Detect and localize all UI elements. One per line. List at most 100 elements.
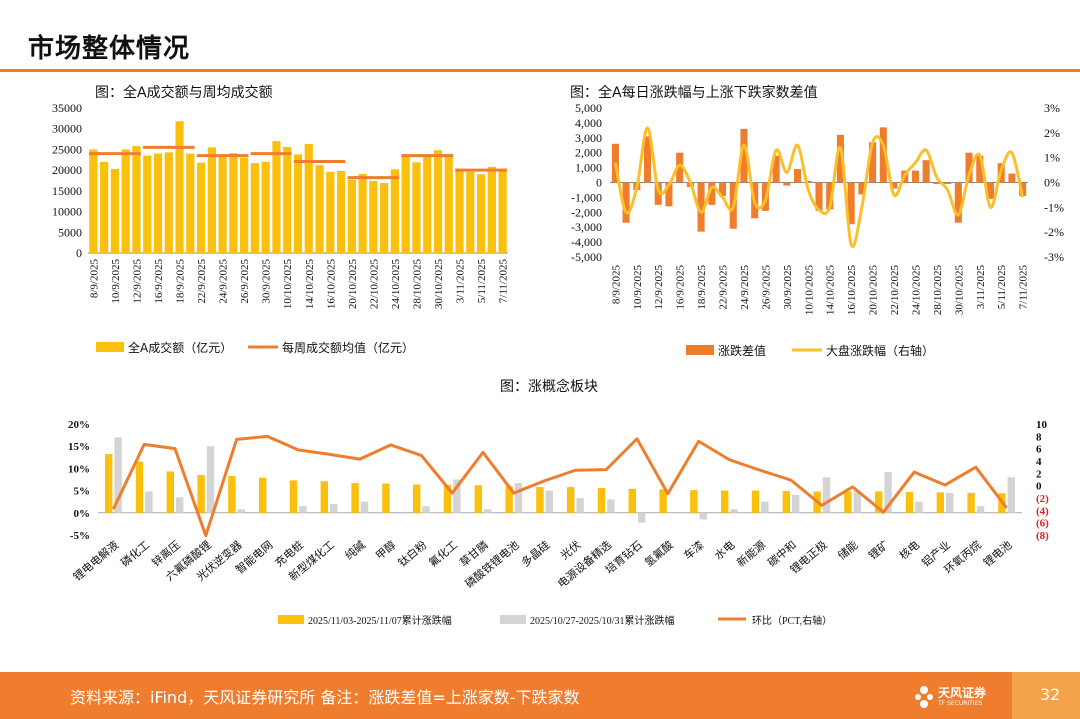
x-tick-label: 20/10/2025 bbox=[868, 265, 880, 316]
turnover-bar bbox=[358, 173, 367, 253]
turnover-bar bbox=[336, 170, 346, 253]
x-tick-label: 24/9/2025 bbox=[218, 259, 230, 304]
current-week-bar bbox=[751, 490, 760, 513]
prior-week-bar bbox=[976, 506, 985, 513]
y-tick-label: -1,000 bbox=[571, 190, 602, 204]
y-tick-label: 35000 bbox=[52, 101, 82, 115]
sector-label: 甲醇 bbox=[373, 538, 399, 563]
current-week-bar bbox=[382, 483, 390, 513]
x-tick-label: 10/10/2025 bbox=[282, 259, 294, 310]
breadth-bar bbox=[697, 182, 705, 232]
prior-week-bar bbox=[145, 491, 153, 513]
x-tick-label: 24/9/2025 bbox=[739, 265, 751, 310]
y-tick-label: 20% bbox=[68, 419, 90, 431]
y-tick-label: 0% bbox=[74, 508, 91, 520]
prior-week-bar bbox=[237, 509, 245, 513]
current-week-bar bbox=[905, 491, 914, 513]
sector-label: 光伏 bbox=[557, 538, 583, 563]
y2-tick-label: 6 bbox=[1036, 444, 1042, 456]
turnover-bar bbox=[175, 121, 184, 253]
legend-label: 全A成交额（亿元） bbox=[128, 340, 232, 355]
y2-tick-label: -2% bbox=[1044, 225, 1064, 239]
turnover-bar bbox=[272, 141, 281, 253]
page-number: 32 bbox=[1040, 685, 1061, 704]
turnover-bar bbox=[283, 146, 292, 253]
y2-tick-label: -3% bbox=[1044, 250, 1064, 264]
current-week-bar bbox=[443, 484, 452, 513]
y-tick-label: 2,000 bbox=[575, 146, 602, 160]
current-week-bar bbox=[474, 485, 482, 513]
prior-week-bar bbox=[330, 503, 338, 513]
page-title: 市场整体情况 bbox=[28, 34, 191, 64]
turnover-bar bbox=[250, 163, 260, 253]
breadth-bar bbox=[976, 155, 984, 183]
x-tick-label: 3/11/2025 bbox=[455, 259, 467, 304]
prior-week-bar bbox=[1007, 477, 1015, 513]
current-week-bar bbox=[505, 486, 513, 513]
sector-label: 多晶硅 bbox=[518, 538, 552, 570]
breadth-bar bbox=[772, 155, 780, 183]
turnover-bar bbox=[315, 165, 324, 253]
y-tick-label: 5000 bbox=[58, 225, 82, 239]
y-tick-label: 15000 bbox=[52, 184, 82, 198]
current-week-bar bbox=[135, 461, 144, 513]
x-tick-label: 12/9/2025 bbox=[653, 265, 665, 310]
current-week-bar bbox=[567, 487, 575, 513]
turnover-bar bbox=[240, 157, 249, 253]
breadth-bar bbox=[911, 170, 919, 183]
turnover-bar bbox=[326, 171, 335, 253]
prior-week-bar bbox=[822, 477, 831, 513]
prior-week-bar bbox=[638, 512, 646, 523]
breadth-bar bbox=[826, 182, 834, 210]
y2-tick-label: (4) bbox=[1036, 505, 1049, 517]
x-tick-label: 10/10/2025 bbox=[803, 265, 815, 316]
sector-label: 锂电电解液 bbox=[70, 538, 121, 584]
current-week-bar bbox=[536, 487, 544, 513]
turnover-bar bbox=[229, 153, 238, 253]
x-tick-label: 22/10/2025 bbox=[368, 259, 380, 310]
x-tick-label: 16/10/2025 bbox=[846, 265, 858, 316]
y-tick-label: 20000 bbox=[52, 163, 82, 177]
prior-week-bar bbox=[484, 509, 492, 513]
prior-week-bar bbox=[915, 501, 923, 513]
prior-week-bar bbox=[114, 437, 122, 513]
x-tick-label: 16/9/2025 bbox=[153, 259, 165, 304]
turnover-bar bbox=[207, 147, 216, 253]
turnover-bar bbox=[218, 155, 227, 253]
breadth-bar bbox=[643, 136, 652, 183]
x-tick-label: 16/9/2025 bbox=[675, 265, 687, 310]
x-tick-label: 8/9/2025 bbox=[88, 259, 100, 299]
x-tick-label: 22/9/2025 bbox=[196, 259, 208, 304]
y-tick-label: -5% bbox=[70, 530, 90, 542]
breadth-bar bbox=[665, 182, 673, 207]
x-tick-label: 30/10/2025 bbox=[433, 259, 445, 310]
sector-label: 锂电池 bbox=[980, 538, 1014, 570]
sector-label: 氢氟酸 bbox=[641, 538, 675, 570]
sector-label: 钛白粉 bbox=[395, 538, 429, 570]
sector-label: 纯碱 bbox=[343, 538, 368, 562]
page-number-box bbox=[1012, 672, 1080, 719]
x-tick-label: 18/9/2025 bbox=[175, 259, 187, 304]
current-week-bar bbox=[259, 477, 267, 513]
breadth-bar bbox=[954, 182, 962, 223]
turnover-bar bbox=[132, 146, 141, 253]
x-tick-label: 5/11/2025 bbox=[476, 259, 488, 304]
turnover-bar bbox=[196, 162, 206, 253]
breadth-bar bbox=[783, 182, 791, 186]
legend-label: 大盘涨跌幅（右轴） bbox=[826, 343, 934, 358]
x-tick-label: 22/10/2025 bbox=[889, 265, 901, 316]
sector-label: 氟化工 bbox=[426, 538, 460, 570]
x-tick-label: 30/9/2025 bbox=[261, 259, 273, 304]
x-tick-label: 28/10/2025 bbox=[411, 259, 423, 310]
chart1-title: 图：全A成交额与周均成交额 bbox=[95, 85, 273, 101]
prior-week-bar bbox=[884, 471, 892, 513]
breadth-bar bbox=[965, 152, 973, 183]
y2-tick-label: (2) bbox=[1036, 493, 1049, 505]
current-week-bar bbox=[597, 487, 606, 513]
prior-week-bar bbox=[792, 495, 800, 513]
breadth-bar bbox=[708, 182, 716, 205]
prior-week-bar bbox=[853, 490, 861, 513]
prior-week-bar bbox=[360, 501, 369, 513]
x-tick-label: 8/9/2025 bbox=[610, 265, 622, 305]
x-tick-label: 7/11/2025 bbox=[1018, 265, 1030, 310]
